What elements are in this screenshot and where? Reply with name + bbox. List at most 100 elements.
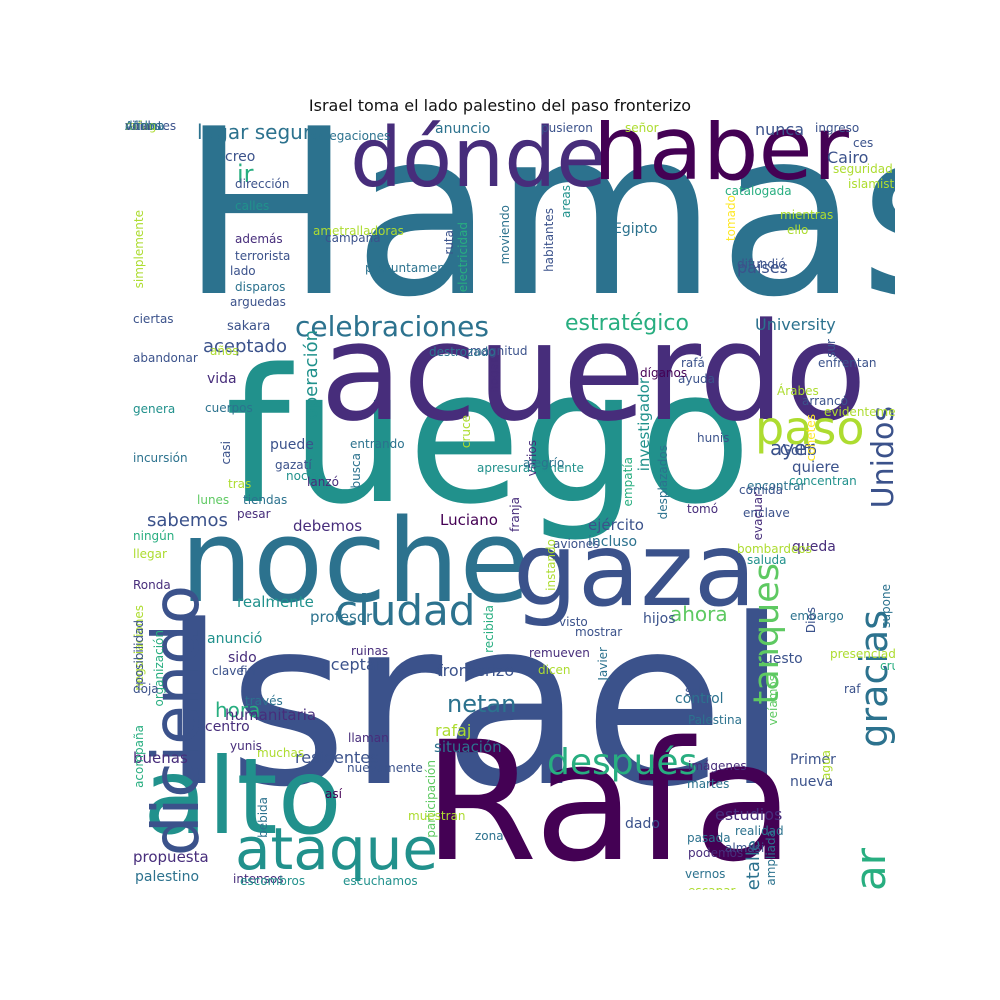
cloud-word: electricidad xyxy=(456,222,470,293)
cloud-word: puesto xyxy=(755,651,803,667)
cloud-word: campaña xyxy=(325,231,381,245)
cloud-word: dudas xyxy=(125,120,162,133)
cloud-word: imágenes xyxy=(688,759,747,773)
cloud-word: muestran xyxy=(408,809,466,823)
cloud-word: enclave xyxy=(743,506,790,520)
cloud-word: dirección xyxy=(235,177,290,191)
cloud-word: gazatí xyxy=(275,458,312,472)
cloud-word: presenciado xyxy=(830,647,895,661)
cloud-word: volantes xyxy=(125,120,177,133)
cloud-word: casi xyxy=(219,441,233,465)
cloud-word: lado xyxy=(230,264,256,278)
cloud-word: cuerpos xyxy=(205,401,253,415)
cloud-word: entrando xyxy=(350,437,405,451)
cloud-word: comida xyxy=(739,483,783,497)
cloud-word: posibilidad xyxy=(132,620,146,685)
cloud-word: aceptar xyxy=(321,655,383,674)
cloud-word: abandonar xyxy=(133,351,198,365)
cloud-word: incluso xyxy=(588,534,638,550)
cloud-word: embargo xyxy=(790,609,844,623)
cloud-word: realmente xyxy=(237,593,314,611)
cloud-word: encontrar xyxy=(747,479,806,493)
cloud-word: almasi xyxy=(725,841,765,855)
cloud-word: ciertas xyxy=(133,312,174,326)
cloud-word: residentes xyxy=(295,748,379,767)
cloud-word: solo xyxy=(685,684,710,698)
cloud-word: dicen xyxy=(538,663,571,677)
cloud-word: veíamos xyxy=(766,675,780,726)
cloud-word: acuerdo xyxy=(320,294,867,451)
cloud-word: Israel xyxy=(160,571,789,838)
cloud-word: ayuda xyxy=(678,372,716,386)
cloud-word: cruce xyxy=(459,415,473,449)
cloud-word: profesor xyxy=(310,608,373,626)
cloud-word: centro xyxy=(205,719,250,735)
cloud-word: podemos xyxy=(688,846,744,860)
cloud-word: terrorista xyxy=(235,249,291,263)
cloud-word: creo xyxy=(225,149,256,165)
cloud-word: dado xyxy=(625,816,660,832)
cloud-word: además xyxy=(235,232,283,246)
cloud-word: gracias xyxy=(852,610,895,748)
cloud-word: aviones xyxy=(553,537,600,551)
cloud-word: tomó xyxy=(687,502,719,516)
cloud-word: rafá xyxy=(681,356,705,370)
cloud-word: ahora xyxy=(670,602,728,626)
cloud-word: hunis xyxy=(697,431,730,445)
cloud-word: dónde xyxy=(350,120,607,206)
cloud-word: alegrío xyxy=(523,456,565,470)
cloud-word: fronterizo xyxy=(437,661,515,680)
cloud-word: Palestina xyxy=(688,713,743,727)
cloud-word: Árabes xyxy=(777,384,819,398)
cloud-word: situación xyxy=(434,738,502,756)
cloud-word: haber xyxy=(593,120,849,200)
cloud-word: rafaj xyxy=(435,721,472,740)
cloud-word: Dios xyxy=(804,607,818,634)
cloud-word: apresuradamente xyxy=(477,461,584,475)
cloud-word: díganos xyxy=(640,366,688,380)
cloud-word: destrozado xyxy=(429,345,496,359)
cloud-word: palestino xyxy=(135,869,200,885)
cloud-word: humanitaria xyxy=(225,706,317,724)
cloud-word: fin xyxy=(240,664,256,678)
cloud-word: acompaña xyxy=(132,725,146,788)
cloud-word: yunis xyxy=(230,739,262,753)
cloud-word: mostrar xyxy=(575,625,623,639)
cloud-word: agua xyxy=(819,750,833,780)
cloud-word: ampliada xyxy=(764,830,778,886)
cloud-word: muchas xyxy=(257,746,305,760)
cloud-word: areas xyxy=(559,185,573,219)
cloud-word: tomado xyxy=(724,195,738,242)
cloud-word: operación xyxy=(301,330,322,420)
cloud-word: rafag xyxy=(125,120,157,133)
cloud-word: calles xyxy=(235,199,270,213)
cloud-word: buenas xyxy=(133,749,188,767)
cloud-word: desplazados xyxy=(656,445,670,520)
cloud-word: celebraciones xyxy=(295,310,489,343)
cloud-word: sakara xyxy=(227,319,271,334)
cloud-word: realidad xyxy=(735,824,784,838)
cloud-word: Hamas xyxy=(180,120,895,348)
cloud-word: participación xyxy=(424,760,438,838)
cloud-word: evidentemente xyxy=(824,405,895,419)
cloud-word: moviendo xyxy=(498,205,512,265)
cloud-word: ciudad xyxy=(335,586,476,635)
cloud-word: sur xyxy=(824,339,838,358)
cloud-word: control xyxy=(675,691,724,707)
cloud-word: estudios xyxy=(715,805,783,824)
cloud-word: hijos xyxy=(643,611,676,627)
cloud-word: investigador xyxy=(635,378,653,472)
cloud-word: Luciano xyxy=(440,511,498,529)
cloud-word: mientras xyxy=(780,208,834,222)
cloud-word: Golfo xyxy=(780,443,817,459)
cloud-word: habitantes xyxy=(542,208,556,272)
cloud-word: ayer xyxy=(770,436,815,460)
cloud-word: tras xyxy=(228,477,252,491)
cloud-word: martes xyxy=(687,777,730,791)
cloud-word: difundió xyxy=(737,257,786,271)
cloud-word: Cairo xyxy=(827,148,869,167)
cloud-word: llegar xyxy=(133,547,167,561)
cloud-word: pusieron xyxy=(541,121,593,135)
cloud-word: lugar seguro xyxy=(197,120,323,144)
